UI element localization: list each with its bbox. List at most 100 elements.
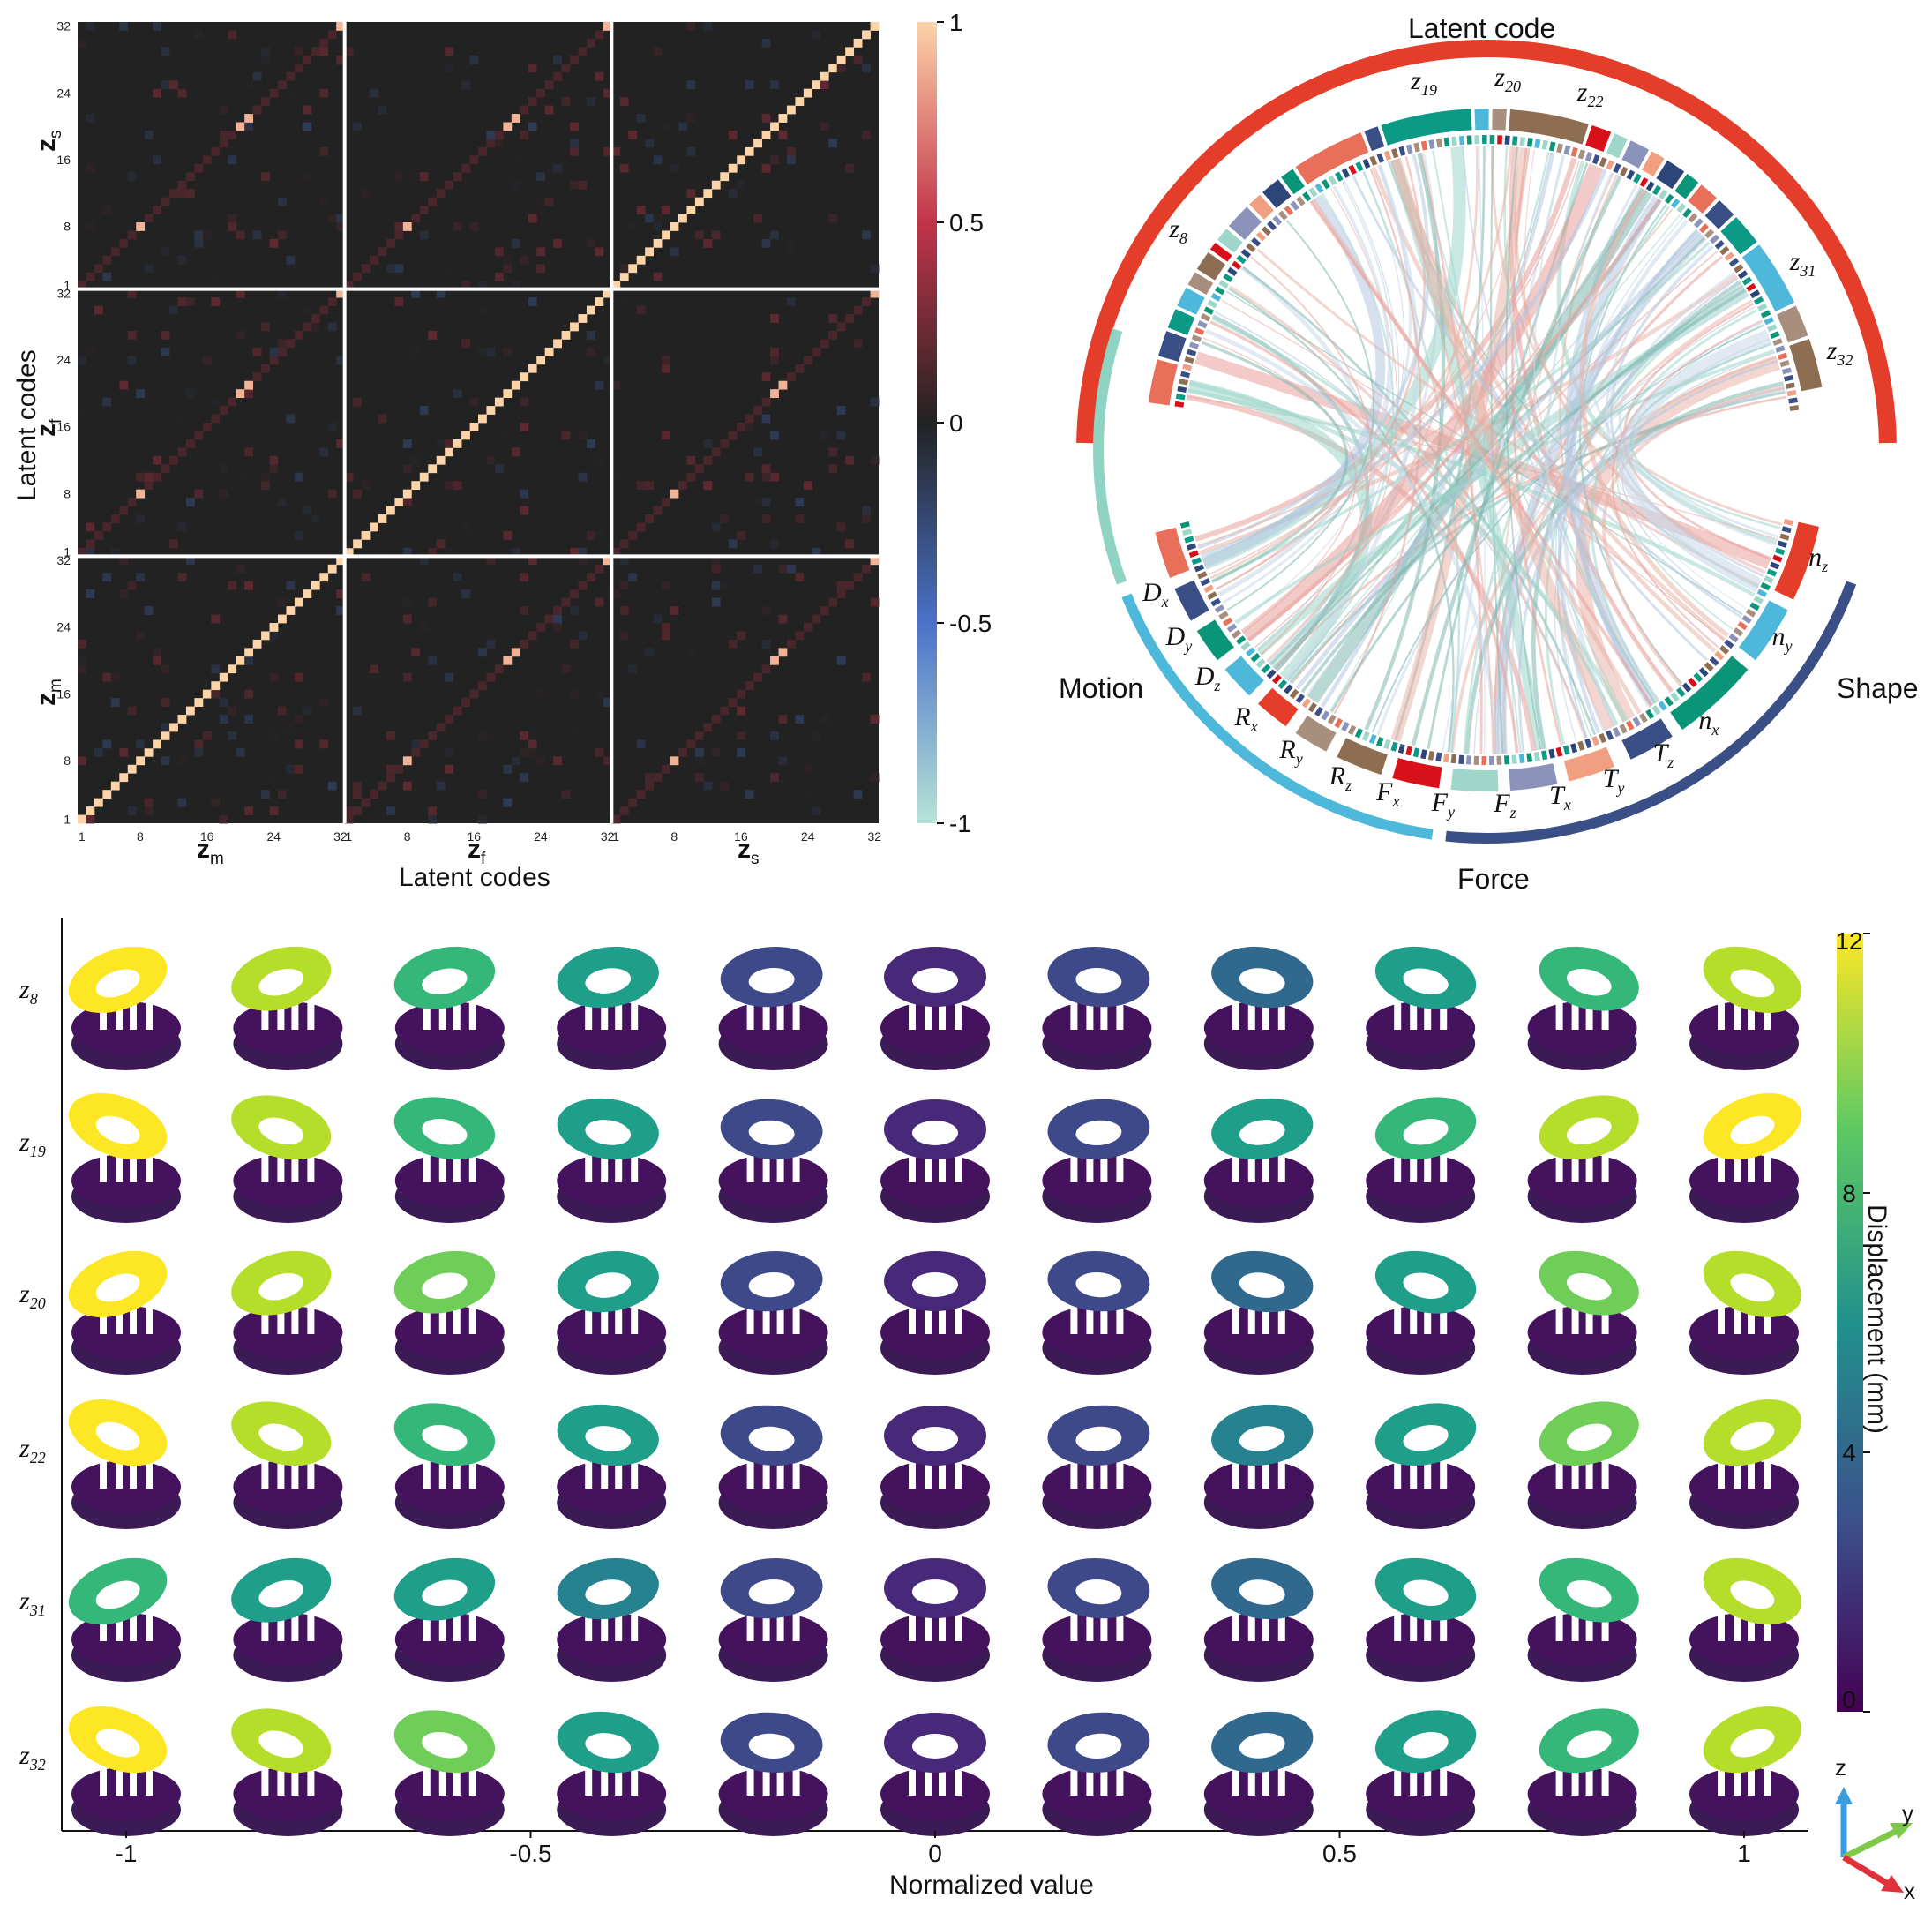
chord-ribbon bbox=[1371, 324, 1765, 733]
inner-strip-segment bbox=[1534, 139, 1541, 149]
heatmap-cell bbox=[370, 522, 378, 532]
heatmap-x-tick-label: 24 bbox=[266, 829, 281, 844]
heatmap-cell bbox=[478, 790, 487, 799]
post-gap bbox=[291, 1288, 299, 1334]
heatmap-cell bbox=[611, 281, 621, 290]
heatmap-cell bbox=[870, 397, 880, 407]
heatmap-cell bbox=[812, 806, 821, 815]
post-gap bbox=[939, 984, 946, 1030]
heatmap-cell bbox=[836, 406, 846, 415]
inner-strip-segment bbox=[1284, 684, 1293, 694]
traversal-cell bbox=[393, 946, 505, 1070]
heatmap-cell bbox=[570, 122, 579, 131]
heatmap-cell bbox=[419, 230, 429, 240]
base-ring-top bbox=[880, 1460, 990, 1513]
heatmap-cell bbox=[812, 80, 821, 90]
base-ring-top bbox=[718, 1001, 828, 1054]
heatmap-cell bbox=[662, 623, 670, 632]
heatmap-cell bbox=[445, 715, 454, 724]
heatmap-cell bbox=[244, 380, 254, 390]
inner-strip-segment bbox=[1709, 656, 1719, 666]
heatmap-cell bbox=[544, 614, 554, 624]
heatmap-cell bbox=[578, 314, 588, 323]
heatmap-cell bbox=[494, 247, 504, 257]
heatmap-cell bbox=[261, 364, 270, 373]
heatmap-cell bbox=[319, 739, 329, 749]
heatmap-cell bbox=[728, 130, 738, 139]
top-ring-hole bbox=[748, 1426, 795, 1451]
top-ring-hole bbox=[258, 968, 303, 996]
heatmap-cell bbox=[353, 489, 362, 499]
heatmap-cell bbox=[269, 347, 279, 356]
heatmap-cell bbox=[786, 297, 796, 306]
heatmap-cell bbox=[202, 155, 212, 165]
heatmap-cell bbox=[110, 781, 120, 791]
chord-ribbon bbox=[1215, 311, 1587, 739]
heatmap-cell bbox=[636, 481, 646, 491]
heatmap-cell bbox=[761, 114, 771, 123]
heatmap-cell bbox=[653, 214, 663, 223]
top-ring-hole bbox=[258, 1272, 303, 1301]
heatmap-x-tick-label: 1 bbox=[612, 829, 619, 844]
heatmap-cell bbox=[778, 564, 788, 574]
post-gap bbox=[631, 1288, 639, 1334]
latent-segment bbox=[1641, 151, 1665, 177]
chord-ribbon bbox=[1218, 181, 1394, 597]
heatmap-cell bbox=[511, 155, 520, 165]
latent-segment bbox=[1381, 109, 1472, 146]
inner-strip-segment bbox=[1251, 236, 1262, 247]
heatmap-cell bbox=[845, 163, 855, 173]
traversal-cell bbox=[231, 1095, 343, 1223]
heatmap-cell bbox=[570, 723, 579, 732]
heatmap-cell bbox=[853, 339, 863, 349]
inner-strip-segment bbox=[1760, 310, 1771, 319]
colorbar-tick-label: 12 bbox=[1835, 927, 1862, 955]
heatmap-cell bbox=[327, 423, 337, 431]
heatmap-cell bbox=[261, 97, 270, 106]
target-segment bbox=[1258, 687, 1299, 727]
heatmap-cell bbox=[169, 305, 178, 315]
block-label-sub: s bbox=[47, 130, 65, 139]
traversal-cell bbox=[1689, 946, 1802, 1070]
heatmap-cell bbox=[728, 163, 738, 173]
heatmap-cell bbox=[194, 747, 204, 757]
inner-strip-segment bbox=[1760, 581, 1771, 591]
heatmap-cell bbox=[853, 305, 863, 315]
heatmap-cell bbox=[169, 80, 178, 90]
heatmap-y-tick-label: 32 bbox=[56, 553, 71, 567]
base-ring-top bbox=[557, 1613, 667, 1666]
post-gap bbox=[1555, 1288, 1563, 1334]
inner-strip-segment bbox=[1709, 234, 1720, 244]
heatmap-cell bbox=[102, 790, 112, 799]
heatmap-cell bbox=[511, 756, 520, 766]
latent-segment bbox=[1606, 133, 1628, 159]
target-segment bbox=[1392, 757, 1442, 789]
heatmap-cell bbox=[570, 322, 579, 332]
target-segment bbox=[1224, 656, 1264, 696]
post-gap bbox=[1232, 1595, 1239, 1641]
top-ring-hole bbox=[912, 968, 958, 993]
heatmap-cell bbox=[319, 146, 329, 156]
inner-strip-segment bbox=[1197, 571, 1208, 580]
heatmap-cell bbox=[603, 22, 612, 31]
heatmap-cell bbox=[261, 47, 270, 56]
chord-ribbon bbox=[1197, 154, 1430, 550]
traversal-cell bbox=[1689, 1706, 1802, 1836]
heatmap-cell bbox=[394, 222, 404, 231]
group-label-shape: Shape bbox=[1837, 672, 1919, 704]
inner-strip-segment bbox=[1368, 733, 1377, 745]
heatmap-cell bbox=[520, 489, 529, 499]
heatmap-cell bbox=[761, 414, 771, 424]
motion-label-Dx: Dx bbox=[1142, 577, 1169, 611]
heatmap-cell bbox=[761, 464, 771, 474]
heatmap-cell bbox=[110, 672, 120, 682]
base-ring-top bbox=[718, 1767, 828, 1820]
heatmap-cell bbox=[628, 222, 638, 231]
heatmap-cell bbox=[645, 481, 655, 491]
heatmap-cell bbox=[770, 155, 779, 165]
inner-strip-segment bbox=[1541, 139, 1548, 150]
heatmap-cell bbox=[78, 281, 86, 290]
heatmap-cell bbox=[327, 781, 337, 791]
inner-strip-segment bbox=[1770, 561, 1780, 570]
heatmap-cell bbox=[511, 114, 520, 123]
